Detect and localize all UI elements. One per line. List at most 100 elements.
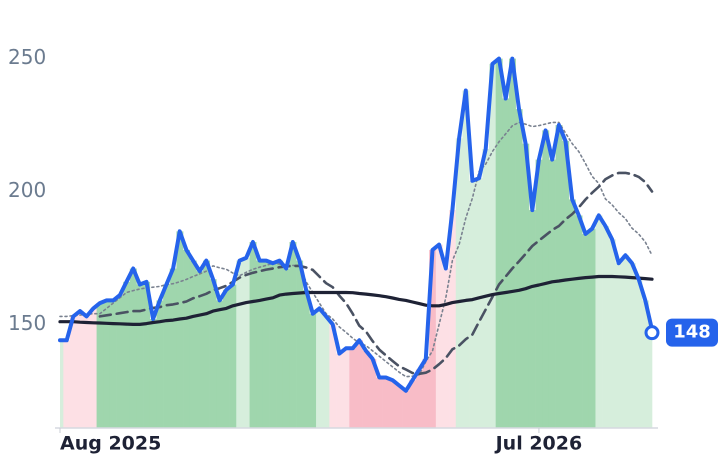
- series-line: [59, 121, 653, 378]
- regime-column: [508, 58, 516, 428]
- regime-column: [402, 390, 410, 428]
- regime-column: [316, 308, 324, 428]
- regime-column: [562, 140, 570, 428]
- regime-column: [109, 300, 117, 428]
- regime-column: [136, 284, 144, 428]
- regime-column: [422, 358, 430, 428]
- regime-column: [395, 385, 403, 428]
- regime-column: [608, 239, 616, 428]
- regime-column: [169, 268, 177, 428]
- regime-column: [588, 228, 596, 428]
- value-badge: [666, 318, 718, 347]
- regime-column: [362, 350, 370, 428]
- regime-column: [129, 268, 137, 428]
- y-tick-label: 250: [8, 45, 46, 69]
- regime-column: [648, 329, 653, 428]
- regime-column: [209, 279, 217, 428]
- regime-column: [256, 260, 264, 428]
- regime-column: [502, 98, 510, 428]
- regime-column: [329, 324, 337, 428]
- regime-column: [103, 300, 111, 428]
- regime-column: [116, 295, 124, 428]
- regime-column: [356, 340, 363, 428]
- regime-column: [635, 279, 643, 428]
- regime-column: [542, 130, 550, 428]
- x-tick-label: Jul 2026: [494, 433, 583, 455]
- regime-column: [96, 303, 104, 428]
- regime-column: [435, 244, 443, 428]
- regime-column: [602, 226, 610, 428]
- regime-column: [568, 199, 576, 428]
- series-line: [58, 56, 654, 393]
- regime-column: [455, 138, 463, 428]
- regime-column: [429, 249, 437, 428]
- regime-column: [522, 143, 530, 428]
- regime-column: [196, 271, 204, 428]
- regime-column: [442, 268, 450, 428]
- regime-column: [176, 231, 184, 428]
- regime-column: [289, 241, 297, 428]
- regime-column: [123, 281, 131, 428]
- regime-column: [276, 260, 284, 428]
- regime-column: [296, 260, 304, 428]
- series-line: [98, 171, 654, 376]
- regime-column: [482, 148, 490, 428]
- regime-column: [236, 260, 244, 428]
- regime-column: [449, 210, 457, 428]
- regime-column: [229, 284, 237, 428]
- regime-column: [63, 340, 71, 428]
- regime-column: [409, 380, 417, 428]
- regime-column: [375, 377, 383, 428]
- last-point: [644, 325, 660, 341]
- value-label: 148: [673, 322, 711, 343]
- regime-column: [389, 380, 397, 428]
- regime-column: [322, 316, 330, 428]
- regime-column: [69, 316, 77, 428]
- x-tick-label: Aug 2025: [60, 433, 161, 455]
- regime-column: [309, 313, 317, 428]
- regime-column: [242, 257, 250, 428]
- regime-column: [628, 263, 636, 428]
- regime-column: [489, 63, 496, 428]
- regime-column: [249, 241, 257, 428]
- regime-column: [60, 340, 64, 428]
- regime-column: [149, 319, 157, 428]
- regime-column: [302, 289, 310, 428]
- regime-column: [203, 260, 210, 428]
- regime-column: [369, 358, 377, 428]
- regime-column: [336, 353, 343, 428]
- regime-column: [582, 234, 590, 428]
- regime-column: [615, 263, 623, 428]
- y-tick-label: 150: [8, 311, 46, 335]
- regime-column: [76, 311, 84, 428]
- regime-column: [475, 178, 483, 428]
- regime-column: [269, 263, 277, 428]
- regime-column: [555, 125, 563, 428]
- regime-column: [415, 369, 423, 428]
- regime-column: [495, 58, 503, 428]
- regime-column: [469, 180, 477, 428]
- regime-column: [83, 316, 91, 428]
- regime-column: [382, 377, 390, 428]
- regime-column: [163, 284, 171, 428]
- regime-column: [183, 249, 191, 428]
- regime-column: [143, 281, 151, 428]
- regime-column: [575, 215, 583, 428]
- regime-column: [642, 300, 649, 428]
- regime-column: [595, 215, 603, 428]
- series-line: [58, 274, 654, 326]
- regime-column: [528, 210, 536, 428]
- regime-column: [342, 348, 350, 428]
- regime-column: [462, 90, 470, 428]
- y-tick-label: 200: [8, 178, 46, 202]
- regime-column: [282, 268, 290, 428]
- regime-column: [222, 289, 230, 428]
- regime-column: [89, 308, 97, 428]
- regime-column: [548, 159, 556, 428]
- regime-column: [156, 300, 164, 428]
- regime-column: [216, 300, 224, 428]
- regime-column: [262, 260, 270, 428]
- regime-column: [349, 348, 357, 428]
